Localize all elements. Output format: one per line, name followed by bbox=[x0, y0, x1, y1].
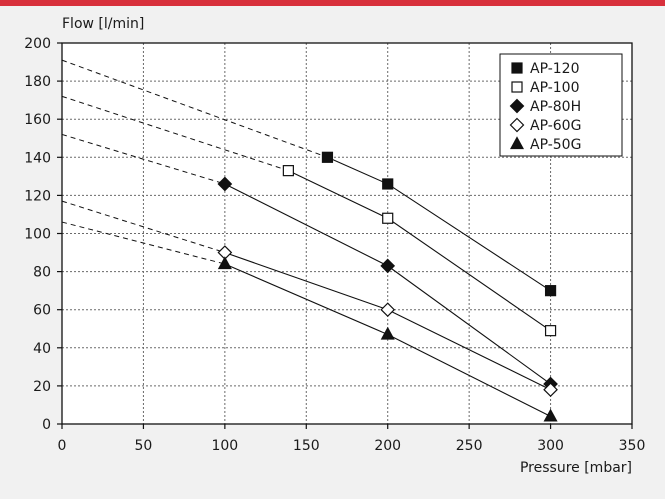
x-tick-label: 50 bbox=[135, 438, 153, 454]
y-tick-label: 100 bbox=[24, 227, 51, 243]
x-tick-label: 350 bbox=[619, 438, 646, 454]
y-tick-label: 60 bbox=[33, 303, 51, 319]
y-axis-title: Flow [l/min] bbox=[62, 16, 144, 32]
y-tick-label: 200 bbox=[24, 36, 51, 52]
data-point bbox=[543, 408, 558, 422]
legend-marker bbox=[511, 62, 523, 74]
data-point bbox=[217, 176, 233, 192]
extrapolation-line bbox=[61, 95, 289, 172]
extrapolation-line bbox=[61, 59, 328, 158]
data-point bbox=[543, 382, 558, 398]
extrapolation-line bbox=[61, 200, 226, 254]
legend-label: AP-80H bbox=[530, 99, 581, 115]
legend-label: AP-100 bbox=[530, 80, 580, 96]
extrapolation-line bbox=[61, 133, 226, 185]
legend-label: AP-60G bbox=[530, 118, 581, 134]
y-tick-label: 0 bbox=[42, 417, 51, 433]
x-axis-title: Pressure [mbar] bbox=[520, 460, 632, 476]
y-tick-label: 160 bbox=[24, 112, 51, 128]
y-tick-label: 40 bbox=[33, 341, 51, 357]
data-point bbox=[544, 285, 557, 297]
legend-label: AP-120 bbox=[530, 61, 580, 77]
y-tick-label: 20 bbox=[33, 379, 51, 395]
legend-marker bbox=[511, 81, 523, 93]
y-tick-label: 140 bbox=[24, 150, 51, 166]
data-point bbox=[380, 302, 396, 318]
x-tick-label: 300 bbox=[537, 438, 564, 454]
x-tick-label: 150 bbox=[293, 438, 320, 454]
legend-marker bbox=[509, 98, 525, 114]
x-tick-label: 200 bbox=[374, 438, 401, 454]
legend-marker bbox=[509, 117, 525, 133]
legend-marker bbox=[509, 136, 525, 150]
data-point bbox=[282, 165, 294, 177]
data-point bbox=[380, 326, 395, 340]
x-tick-label: 0 bbox=[58, 438, 67, 454]
y-tick-label: 180 bbox=[24, 74, 51, 90]
data-point bbox=[382, 178, 394, 190]
y-tick-label: 120 bbox=[24, 188, 51, 204]
data-point bbox=[382, 212, 394, 224]
x-tick-label: 250 bbox=[456, 438, 483, 454]
accent-bar bbox=[0, 0, 665, 6]
legend-label: AP-50G bbox=[530, 137, 581, 153]
data-point bbox=[380, 258, 396, 274]
y-tick-label: 80 bbox=[33, 265, 51, 281]
data-point bbox=[544, 325, 557, 337]
data-point bbox=[217, 256, 232, 270]
extrapolation-line bbox=[61, 221, 225, 265]
legend: AP-120 AP-100 AP-80H AP-60G AP-50G bbox=[499, 53, 623, 157]
x-tick-label: 100 bbox=[211, 438, 238, 454]
data-point bbox=[321, 151, 334, 163]
